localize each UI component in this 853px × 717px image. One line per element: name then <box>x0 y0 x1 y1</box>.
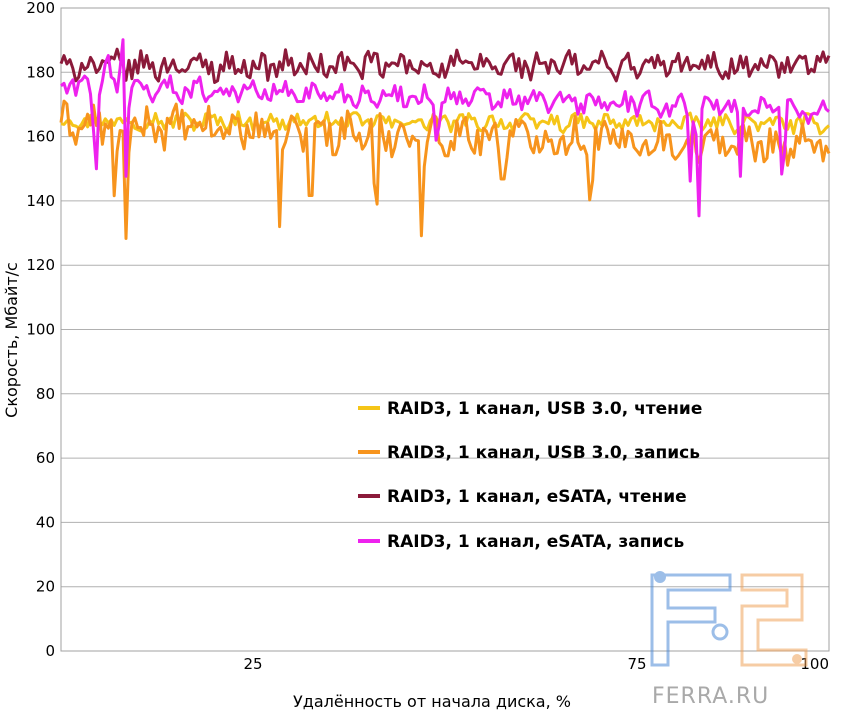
y-tick-label: 100 <box>26 321 55 339</box>
y-tick-label: 60 <box>36 449 55 467</box>
y-tick-label: 20 <box>36 578 55 596</box>
y-tick-label: 0 <box>45 642 55 660</box>
plot-area-border <box>60 7 830 652</box>
x-tick-label: 25 <box>243 655 262 673</box>
logo-dot <box>654 571 666 583</box>
x-tick-label: 100 <box>800 655 829 673</box>
legend-label: RAID3, 1 канал, USB 3.0, чтение <box>387 399 702 419</box>
y-tick-label: 80 <box>36 385 55 403</box>
legend-label: RAID3, 1 канал, eSATA, запись <box>387 532 684 552</box>
logo-dot <box>792 654 802 664</box>
logo-f-shape <box>650 573 732 667</box>
y-axis-title: Скорость, Мбайт/с <box>2 262 21 418</box>
x-tick-labels: 25 75 100 <box>243 655 829 673</box>
series-line-3 <box>60 38 830 218</box>
legend-label: RAID3, 1 канал, USB 3.0, запись <box>387 443 700 463</box>
legend-label: RAID3, 1 канал, eSATA, чтение <box>387 487 687 507</box>
watermark-brand: FERRA.RU <box>652 684 769 709</box>
y-tick-label: 180 <box>26 63 55 81</box>
x-axis-title: Удалённость от начала диска, % <box>293 692 571 711</box>
grid-lines <box>61 71 829 588</box>
y-tick-label: 40 <box>36 513 55 531</box>
series-lines <box>59 38 831 240</box>
legend: RAID3, 1 канал, USB 3.0, чтение RAID3, 1… <box>358 399 702 552</box>
y-tick-labels: 0 20 40 60 80 100 120 140 160 180 200 <box>26 0 55 660</box>
ferra-logo <box>650 571 808 667</box>
y-tick-label: 200 <box>26 0 55 17</box>
y-tick-label: 120 <box>26 256 55 274</box>
y-tick-label: 140 <box>26 192 55 210</box>
x-tick-label: 75 <box>627 655 646 673</box>
y-tick-label: 160 <box>26 128 55 146</box>
logo-r-shape <box>740 573 808 667</box>
series-line-2 <box>59 47 831 84</box>
logo-dot <box>711 623 729 641</box>
